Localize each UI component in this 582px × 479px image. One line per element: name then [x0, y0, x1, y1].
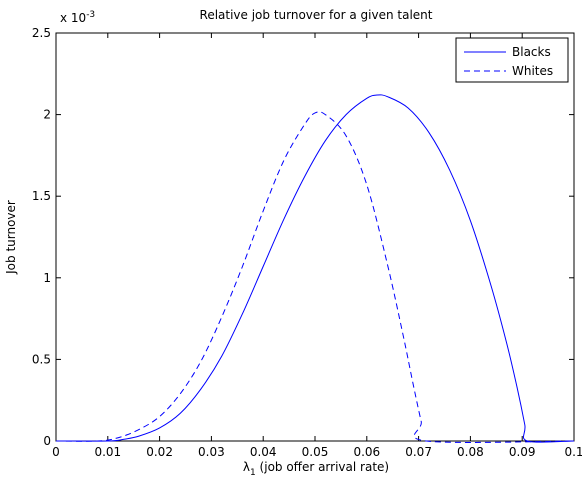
y-tick-label: 2 [43, 108, 51, 122]
legend-label-blacks: Blacks [512, 45, 551, 59]
series-lines [55, 94, 575, 443]
x-label-text: (job offer arrival rate) [256, 460, 389, 474]
y-tick-label: 1.5 [32, 189, 51, 203]
series-line-blacks [55, 94, 575, 443]
legend: Blacks Whites [455, 37, 569, 83]
x-tick-label: 0.05 [302, 445, 329, 459]
series-line-whites [55, 111, 575, 443]
plot-area [55, 32, 575, 442]
x-tick-label: 0.09 [509, 445, 536, 459]
x-tick-label: 0.1 [564, 445, 582, 459]
y-exponent-base: x 10 [60, 11, 86, 25]
y-tick-label: 0.5 [32, 352, 51, 366]
x-tick-label: 0.07 [405, 445, 432, 459]
y-tick-label: 0 [43, 434, 51, 448]
legend-label-whites: Whites [512, 64, 553, 78]
x-tick-label: 0.08 [457, 445, 484, 459]
x-label-subscript: 1 [250, 468, 256, 478]
x-tick-label: 0.03 [198, 445, 225, 459]
x-label-symbol: λ [243, 460, 250, 474]
x-tick-label: 0.04 [250, 445, 277, 459]
y-axis-label: Job turnover [4, 200, 18, 275]
y-exponent-power: -3 [86, 10, 95, 20]
y-tick-label: 1 [43, 271, 51, 285]
axis-ticks: 0 0.01 0.02 0.03 0.04 0.05 0.06 0.07 0.08 0.09 0.1… [32, 26, 582, 459]
x-tick-label: 0.06 [353, 445, 380, 459]
y-tick-label: 2.5 [32, 26, 51, 40]
x-tick-label: 0 [52, 445, 60, 459]
x-tick-label: 0.01 [94, 445, 121, 459]
y-axis-exponent: x 10-3 [60, 10, 95, 25]
chart-title: Relative job turnover for a given talent [200, 8, 433, 22]
x-axis-label: λ1 (job offer arrival rate) [243, 460, 389, 478]
legend-box [455, 37, 569, 83]
x-tick-label: 0.02 [146, 445, 173, 459]
